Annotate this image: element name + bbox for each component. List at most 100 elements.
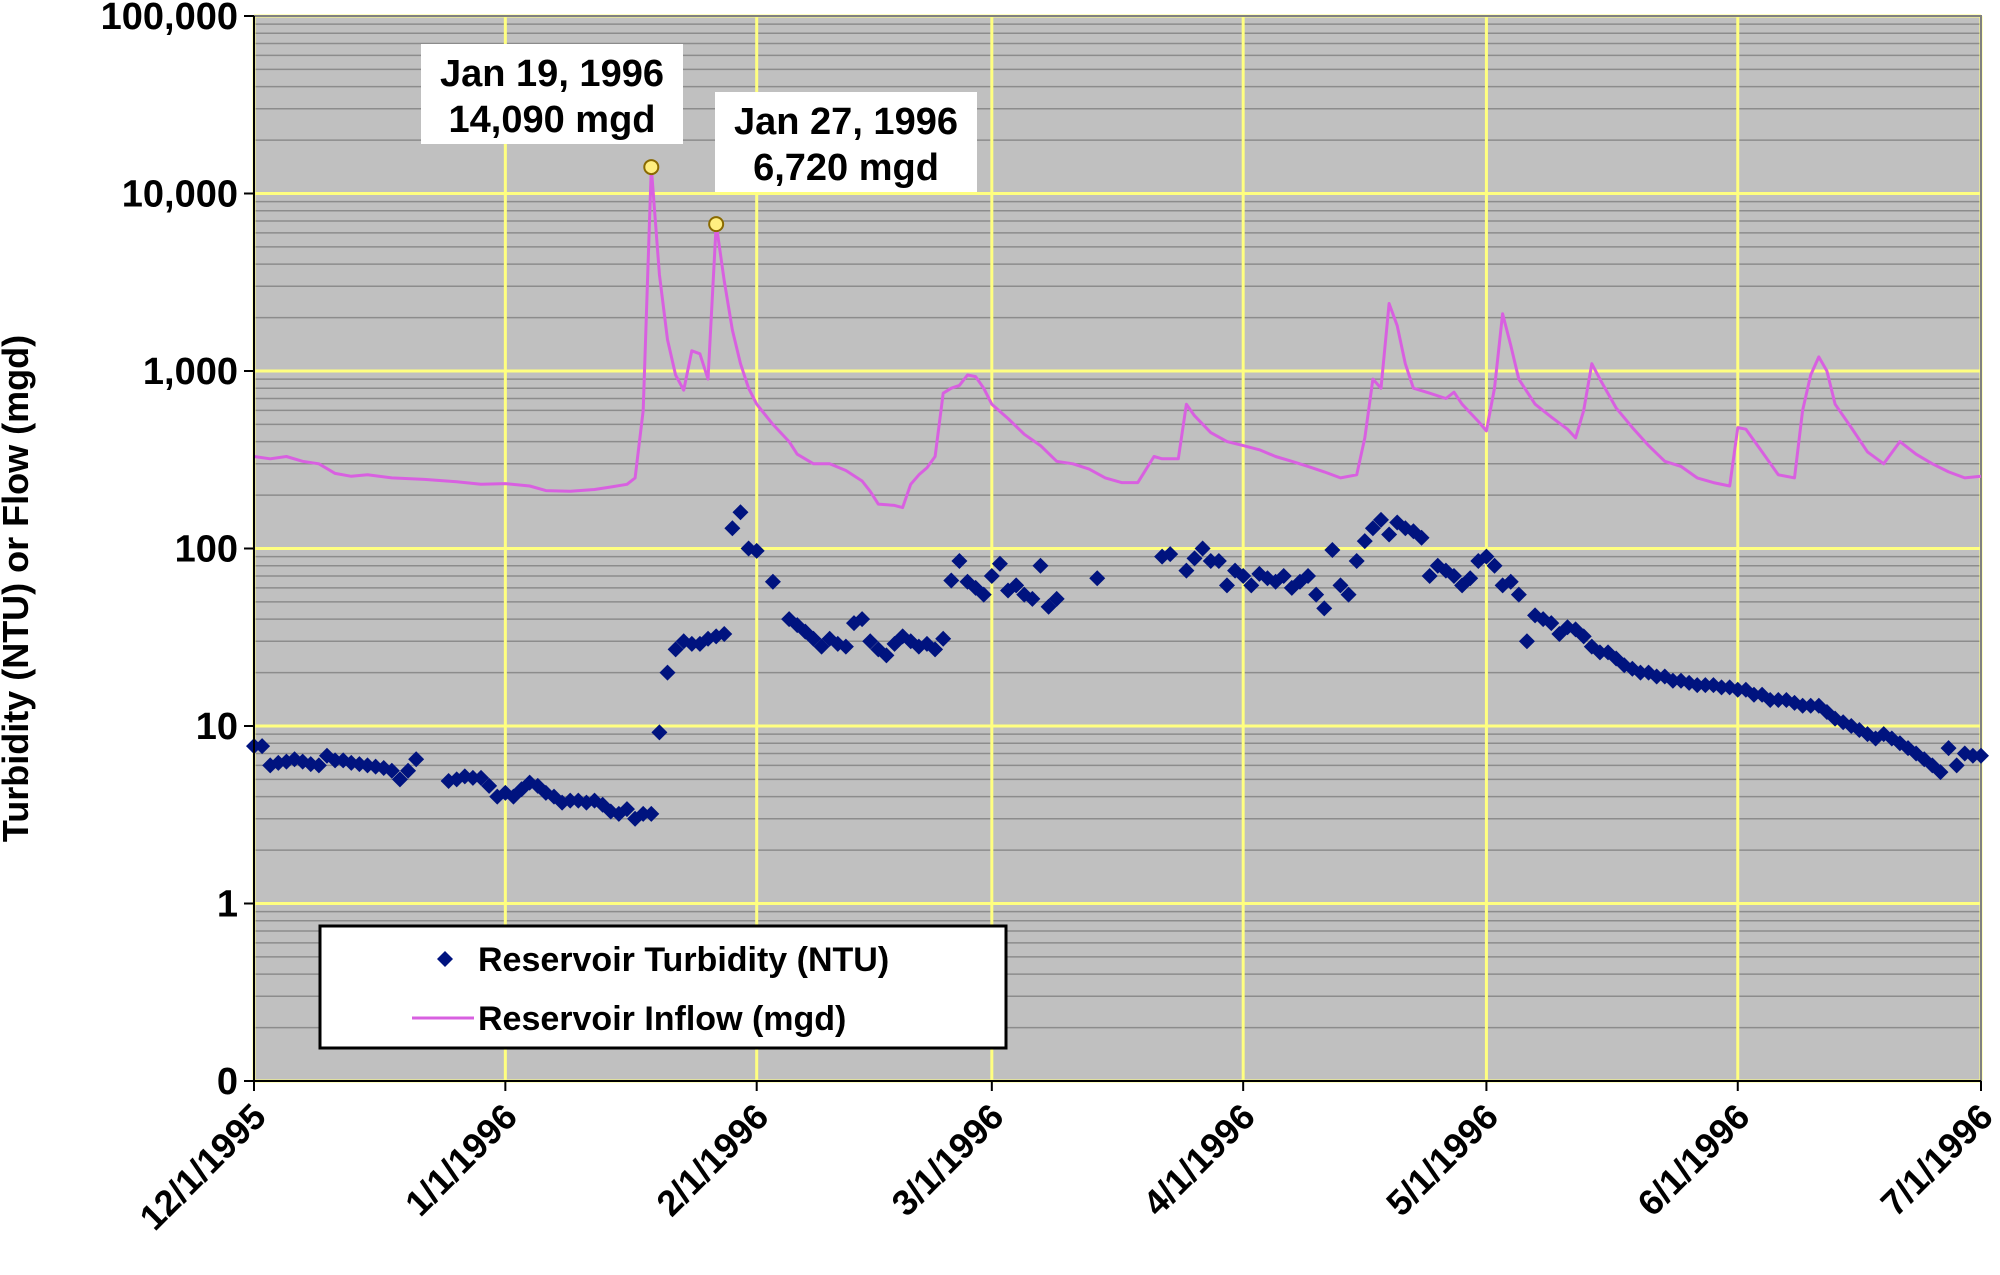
peak-marker xyxy=(643,159,660,176)
turbidity-point xyxy=(1024,590,1041,607)
turbidity-point xyxy=(667,641,684,658)
turbidity-point xyxy=(659,664,676,681)
turbidity-point xyxy=(1575,628,1592,645)
annotation-value-text: 14,090 mgd xyxy=(449,99,656,141)
turbidity-point xyxy=(1445,567,1462,584)
annotation-date-text: Jan 19, 1996 xyxy=(440,53,664,95)
peak-annotation-jan19: Jan 19, 1996 14,090 mgd xyxy=(421,44,683,144)
turbidity-point xyxy=(748,542,765,559)
turbidity-point xyxy=(1648,668,1665,685)
turbidity-point xyxy=(618,801,635,818)
turbidity-point xyxy=(1689,677,1706,694)
x-axis-ticks: 12/1/1995 1/1/1996 2/1/1996 3/1/1996 4/1/199… xyxy=(131,1080,2000,1238)
turbidity-point xyxy=(1543,615,1560,632)
turbidity-point xyxy=(854,611,871,628)
turbidity-point xyxy=(1008,577,1025,594)
x-tick-label: 6/1/1996 xyxy=(1629,1096,1757,1224)
turbidity-point xyxy=(651,724,668,741)
x-tick-label: 4/1/1996 xyxy=(1135,1096,1263,1224)
turbidity-point xyxy=(1194,540,1211,557)
turbidity-point xyxy=(1478,548,1495,565)
turbidity-point xyxy=(1770,692,1787,709)
turbidity-point xyxy=(724,520,741,537)
turbidity-point xyxy=(764,573,781,590)
turbidity-point xyxy=(1632,664,1649,681)
legend-turbidity-label: Reservoir Turbidity (NTU) xyxy=(478,941,889,979)
y-tick-label: 10 xyxy=(196,706,238,748)
turbidity-point xyxy=(464,769,481,786)
turbidity-point xyxy=(1316,600,1333,617)
turbidity-point xyxy=(1381,526,1398,543)
turbidity-point xyxy=(943,572,960,589)
turbidity-point xyxy=(1324,542,1341,559)
turbidity-point xyxy=(1762,692,1779,709)
turbidity-point xyxy=(878,647,895,664)
turbidity-point xyxy=(716,625,733,642)
inflow-line xyxy=(253,165,1982,510)
turbidity-series xyxy=(246,504,1989,827)
turbidity-point xyxy=(481,777,498,794)
turbidity-point xyxy=(975,586,992,603)
annotation-value-text: 6,720 mgd xyxy=(753,147,939,189)
y-tick-label: 100,000 xyxy=(101,0,238,38)
turbidity-point xyxy=(1802,697,1819,714)
turbidity-point xyxy=(1032,557,1049,574)
turbidity-point xyxy=(732,504,749,521)
x-tick-label: 12/1/1995 xyxy=(131,1096,273,1238)
peak-marker xyxy=(708,216,725,233)
y-tick-label: 1,000 xyxy=(143,351,238,393)
turbidity-point xyxy=(1462,570,1479,587)
peak-annotation-jan27: Jan 27, 1996 6,720 mgd xyxy=(715,92,977,192)
turbidity-point xyxy=(935,630,952,647)
turbidity-point xyxy=(1275,567,1292,584)
turbidity-point xyxy=(1356,533,1373,550)
inflow-series xyxy=(253,165,1982,510)
turbidity-point xyxy=(927,641,944,658)
turbidity-point xyxy=(1664,672,1681,689)
turbidity-point xyxy=(1794,697,1811,714)
turbidity-point xyxy=(473,769,490,786)
turbidity-point xyxy=(837,638,854,655)
turbidity-point xyxy=(951,553,968,570)
peak-markers xyxy=(643,159,725,233)
turbidity-point xyxy=(1964,747,1981,764)
y-axis-title: Turbidity (NTU) or Flow (mgd) xyxy=(0,335,36,842)
turbidity-point xyxy=(391,771,408,788)
turbidity-point xyxy=(254,738,271,755)
turbidity-point xyxy=(1745,686,1762,703)
turbidity-point xyxy=(643,805,660,822)
turbidity-point xyxy=(1202,553,1219,570)
x-tick-label: 5/1/1996 xyxy=(1378,1096,1506,1224)
turbidity-point xyxy=(1932,764,1949,781)
y-tick-label: 1 xyxy=(217,884,238,926)
turbidity-point xyxy=(1486,557,1503,574)
turbidity-point xyxy=(1729,681,1746,698)
y-tick-label: 100 xyxy=(175,529,238,571)
turbidity-point xyxy=(1340,586,1357,603)
turbidity-point xyxy=(1421,567,1438,584)
turbidity-point xyxy=(1308,586,1325,603)
turbidity-point xyxy=(1502,573,1519,590)
legend-turbidity-marker xyxy=(437,951,453,967)
y-tick-label: 0 xyxy=(217,1061,238,1103)
turbidity-point xyxy=(1186,550,1203,567)
turbidity-point xyxy=(1348,553,1365,570)
annotation-date-text: Jan 27, 1996 xyxy=(734,101,958,143)
turbidity-point xyxy=(991,555,1008,572)
turbidity-point xyxy=(1218,577,1235,594)
turbidity-point xyxy=(1332,577,1349,594)
x-tick-label: 3/1/1996 xyxy=(883,1096,1011,1224)
x-tick-label: 1/1/1996 xyxy=(397,1096,525,1224)
turbidity-point xyxy=(1364,520,1381,537)
turbidity-point xyxy=(1948,757,1965,774)
turbidity-point xyxy=(562,792,579,809)
legend: Reservoir Turbidity (NTU) Reservoir Infl… xyxy=(318,924,1008,1050)
turbidity-point xyxy=(1697,677,1714,694)
turbidity-point xyxy=(862,633,879,650)
legend-inflow-label: Reservoir Inflow (mgd) xyxy=(478,1000,846,1038)
turbidity-point xyxy=(1162,546,1179,563)
turbidity-point xyxy=(1413,529,1430,546)
x-tick-label: 2/1/1996 xyxy=(648,1096,776,1224)
